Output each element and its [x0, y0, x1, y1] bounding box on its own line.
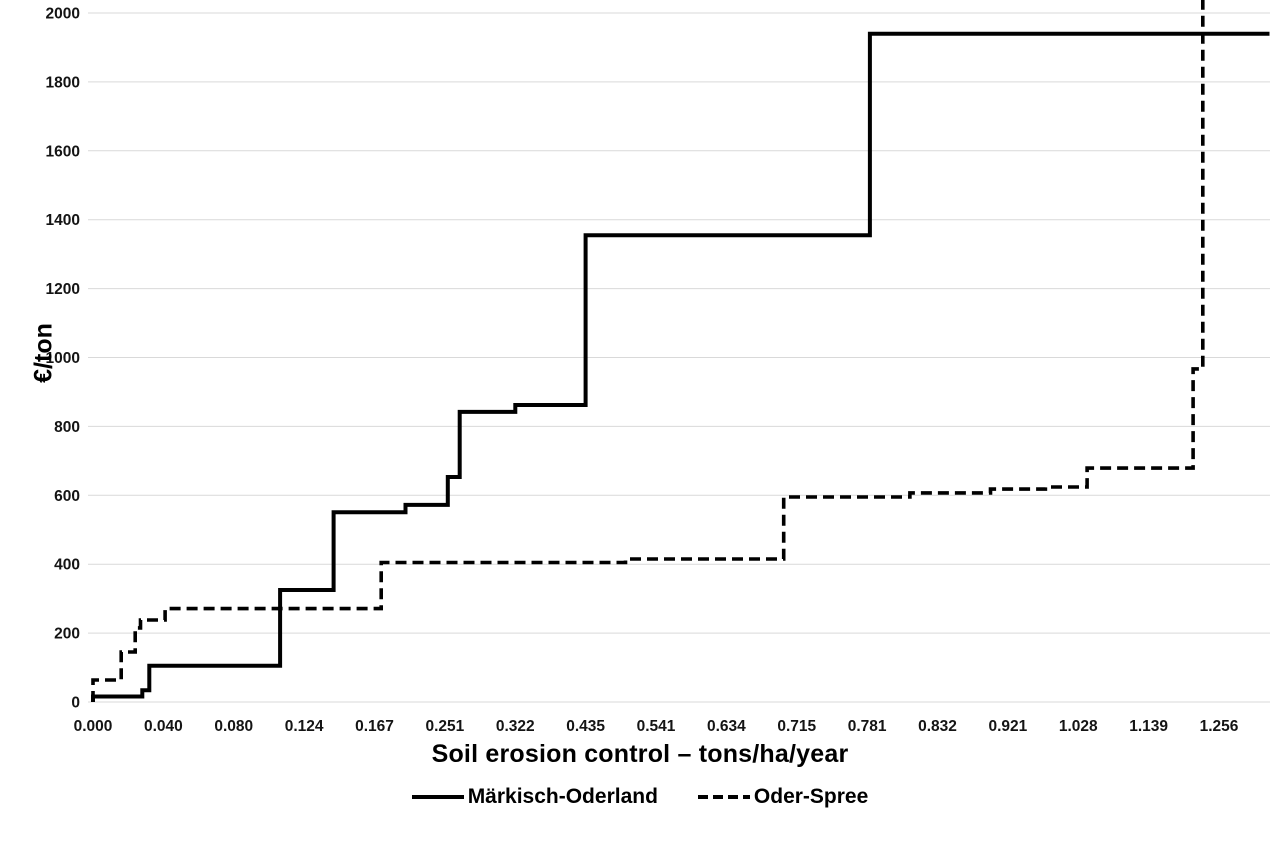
y-tick-label: 2000 — [46, 6, 80, 23]
y-tick-label: 0 — [71, 695, 80, 712]
y-tick-label: 1400 — [46, 212, 80, 229]
y-tick-label: 800 — [54, 419, 80, 436]
legend-item-oder-spree: Oder-Spree — [697, 785, 869, 809]
x-tick-label: 0.921 — [988, 718, 1027, 735]
y-tick-label: 1000 — [46, 350, 80, 367]
x-tick-label: 0.781 — [848, 718, 887, 735]
x-tick-label: 0.832 — [918, 718, 957, 735]
legend-label-maerkisch-oderland: Märkisch-Oderland — [467, 785, 658, 808]
x-tick-label: 0.080 — [214, 718, 253, 735]
series-line-maerkisch-oderland — [91, 31, 1270, 702]
x-tick-label: 0.322 — [496, 718, 535, 735]
x-tick-label: 1.028 — [1059, 718, 1098, 735]
legend-label-oder-spree: Oder-Spree — [753, 785, 869, 808]
y-tick-label: 400 — [54, 557, 80, 574]
y-tick-label: 200 — [54, 626, 80, 643]
series-line-oder-spree — [91, 0, 1205, 702]
legend: Märkisch-Oderland Oder-Spree — [0, 785, 1280, 809]
x-axis-title: Soil erosion control – tons/ha/year — [431, 740, 849, 768]
x-tick-label: 0.435 — [566, 718, 605, 735]
y-axis-title: €/ton — [29, 323, 58, 383]
x-tick-label: 1.139 — [1129, 718, 1168, 735]
x-tick-label: 0.715 — [777, 718, 816, 735]
solid-line-swatch-icon — [411, 795, 464, 799]
y-tick-label: 1600 — [46, 143, 80, 160]
x-tick-label: 0.124 — [285, 718, 324, 735]
dashed-line-swatch-icon — [697, 795, 750, 799]
y-tick-label: 1200 — [46, 281, 80, 298]
x-tick-label: 0.541 — [637, 718, 676, 735]
y-tick-label: 600 — [54, 488, 80, 505]
x-tick-label: 0.167 — [355, 718, 394, 735]
x-tick-label: 1.256 — [1200, 718, 1239, 735]
y-tick-label: 1800 — [46, 74, 80, 91]
x-tick-label: 0.040 — [144, 718, 183, 735]
x-tick-label: 0.000 — [74, 718, 113, 735]
legend-item-maerkisch-oderland: Märkisch-Oderland — [411, 785, 658, 809]
x-tick-label: 0.251 — [425, 718, 464, 735]
x-tick-label: 0.634 — [707, 718, 746, 735]
